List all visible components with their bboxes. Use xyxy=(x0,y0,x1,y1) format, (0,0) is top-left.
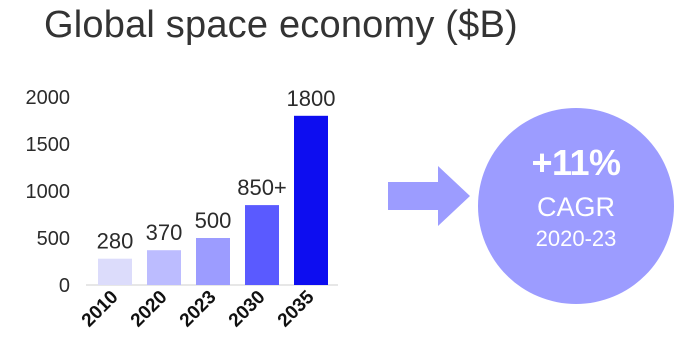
y-tick-label: 500 xyxy=(37,228,70,250)
bar-2010 xyxy=(98,258,132,285)
bars xyxy=(98,115,328,285)
data-label-2030: 850+ xyxy=(237,175,287,200)
x-tick-label-2035: 2035 xyxy=(274,286,319,331)
data-label-2023: 500 xyxy=(195,208,232,233)
x-tick-label-2023: 2023 xyxy=(176,287,221,332)
y-tick-label: 0 xyxy=(59,275,70,297)
cagr-callout: +11% CAGR 2020-23 xyxy=(478,108,674,304)
x-tick-label-2010: 2010 xyxy=(78,287,123,332)
bar-2030 xyxy=(245,205,279,285)
bar-2020 xyxy=(147,250,181,285)
cagr-label: CAGR xyxy=(536,192,615,222)
cagr-value: +11% xyxy=(531,142,621,183)
x-tick-label-2030: 2030 xyxy=(225,287,270,332)
y-tick-label: 1500 xyxy=(26,134,71,156)
data-label-2020: 370 xyxy=(146,220,183,245)
data-label-2035: 1800 xyxy=(287,86,336,111)
bar-2023 xyxy=(196,238,230,285)
y-tick-label: 2000 xyxy=(26,87,71,109)
x-tick-label-2020: 2020 xyxy=(127,287,172,332)
bar-2035 xyxy=(294,115,328,285)
y-tick-label: 1000 xyxy=(26,181,71,203)
cagr-period: 2020-23 xyxy=(535,226,617,251)
right-arrow-icon xyxy=(388,166,470,226)
x-axis-ticks: 2010 2020 2023 2030 2035 xyxy=(78,286,319,331)
data-label-2010: 280 xyxy=(97,229,134,254)
chart-title: Global space economy ($B) xyxy=(44,4,518,46)
y-axis-ticks: 0 500 1000 1500 2000 xyxy=(26,87,71,297)
